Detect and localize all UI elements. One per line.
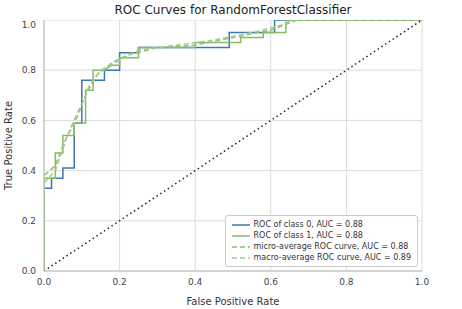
- html-text:ROC of class 0, AUC = 0.88: ROC of class 0, AUC = 0.88: [253, 220, 363, 229]
- svg-text:0.4: 0.4: [22, 166, 37, 176]
- svg-text:False Positive Rate: False Positive Rate: [187, 296, 280, 307]
- svg-text:0.2: 0.2: [22, 216, 36, 226]
- svg-text:1.0: 1.0: [415, 277, 430, 287]
- html-text:macro-average ROC curve, AUC =: macro-average ROC curve, AUC = 0.89: [253, 253, 411, 262]
- svg-text:0.0: 0.0: [37, 277, 52, 287]
- svg-text:0.6: 0.6: [22, 116, 37, 126]
- html-text:ROC Curves for RandomForestCla: ROC Curves for RandomForestClassifier: [114, 3, 352, 17]
- html-text:micro-average ROC curve, AUC =: micro-average ROC curve, AUC = 0.88: [253, 242, 409, 251]
- svg-text:0.0: 0.0: [22, 266, 37, 276]
- svg-text:0.8: 0.8: [22, 65, 37, 75]
- svg-text:0.4: 0.4: [188, 277, 203, 287]
- svg-text:True Positive Rate: True Positive Rate: [8, 101, 14, 191]
- html-text:ROC of class 1, AUC = 0.88: ROC of class 1, AUC = 0.88: [253, 231, 363, 240]
- svg-text:0.6: 0.6: [264, 277, 279, 287]
- svg-text:0.2: 0.2: [112, 277, 126, 287]
- svg-text:1.0: 1.0: [22, 20, 37, 30]
- svg-text:0.8: 0.8: [339, 277, 354, 287]
